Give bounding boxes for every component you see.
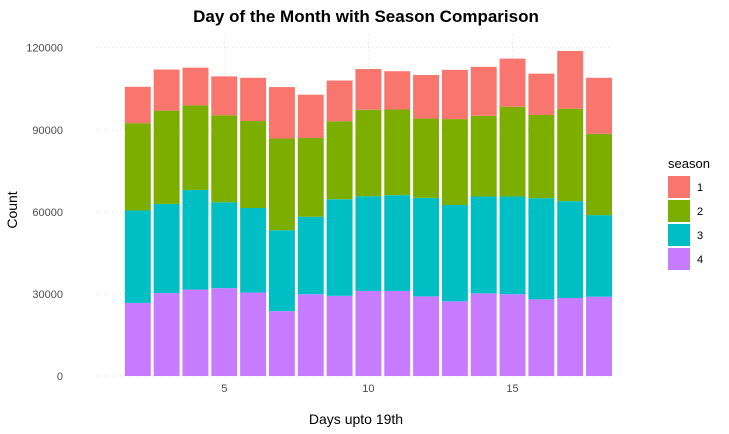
y-axis-title: Count [4,191,20,228]
bar-season-3-day-5 [211,202,238,289]
bar-season-2-day-13 [441,119,468,205]
bar-season-3-day-3 [153,203,180,294]
y-axis: 0 30000 60000 90000 120000 [26,43,63,383]
y-tick-label: 90000 [32,125,63,137]
bar-season-2-day-17 [557,108,584,202]
bar-season-4-day-3 [153,293,180,376]
bar-season-3-day-10 [355,196,382,291]
bar-season-4-day-18 [586,296,612,376]
bar-season-1-day-6 [240,77,267,122]
bar-season-4-day-6 [240,292,267,376]
bar-season-2-day-11 [384,109,411,196]
bar-season-2-day-9 [326,121,353,200]
bar-season-3-day-14 [470,196,497,294]
bar-season-3-day-18 [586,215,612,297]
bar-season-1-day-4 [182,67,209,106]
bar-season-1-day-17 [557,50,584,109]
bar-season-2-day-16 [528,114,555,199]
bar-season-1-day-11 [384,71,411,110]
bar-season-2-day-4 [182,105,209,190]
legend-label-season-2: 2 [697,206,703,218]
bar-season-3-day-4 [182,189,209,290]
bar-season-1-day-16 [528,73,555,115]
bar-season-3-day-13 [441,205,468,302]
bar-season-2-day-12 [413,118,440,198]
y-tick-label: 0 [57,371,63,383]
x-tick-label: 10 [362,383,374,395]
bar-season-4-day-2 [124,302,151,376]
legend-swatch-season-2 [668,200,690,222]
bar-season-2-day-14 [470,115,497,197]
bar-season-2-day-10 [355,109,382,197]
bar-season-4-day-4 [182,289,209,376]
legend-items: 1 2 3 4 [668,176,703,270]
bar-season-1-day-5 [211,76,238,116]
bar-season-4-day-12 [413,296,440,376]
legend-title: season [668,156,710,171]
bar-season-1-day-14 [470,66,497,116]
x-axis: 5 10 15 [221,383,518,395]
bar-season-2-day-8 [297,137,324,217]
bar-season-1-day-18 [586,77,612,134]
bar-season-2-day-3 [153,110,180,204]
bar-season-3-day-12 [413,197,440,297]
x-axis-title: Days upto 19th [309,411,403,427]
bar-season-2-day-2 [124,123,151,211]
bar-season-3-day-11 [384,195,411,291]
bars-layer [124,50,612,376]
bar-season-3-day-15 [499,196,526,295]
legend-swatch-season-1 [668,176,690,198]
y-tick-label: 60000 [32,207,63,219]
bar-season-4-day-15 [499,294,526,376]
bar-season-1-day-8 [297,94,324,138]
bar-season-4-day-11 [384,290,411,376]
bar-season-1-day-12 [413,75,440,119]
bar-season-2-day-7 [268,138,295,231]
legend-label-season-1: 1 [697,182,703,194]
bar-season-4-day-7 [268,311,295,376]
bar-season-2-day-6 [240,121,267,209]
y-tick-label: 120000 [26,43,63,55]
legend-label-season-3: 3 [697,230,703,242]
bar-season-1-day-7 [268,87,295,139]
chart-title: Day of the Month with Season Comparison [193,7,539,26]
bar-season-1-day-10 [355,69,382,110]
x-tick-label: 15 [506,383,518,395]
bar-season-1-day-15 [499,58,526,107]
bar-season-4-day-16 [528,299,555,376]
legend: season 1 2 3 4 [668,156,710,270]
bar-season-4-day-9 [326,295,353,376]
x-tick-label: 5 [221,383,227,395]
bar-season-4-day-5 [211,288,238,376]
bar-season-1-day-2 [124,86,151,124]
bar-season-3-day-17 [557,201,584,299]
bar-season-3-day-8 [297,216,324,295]
y-tick-label: 30000 [32,289,63,301]
bar-season-3-day-6 [240,208,267,293]
bar-season-2-day-5 [211,115,238,203]
bar-season-2-day-18 [586,133,612,216]
bar-season-3-day-16 [528,198,555,300]
bar-season-1-day-13 [441,69,468,120]
bar-season-3-day-7 [268,230,295,312]
bar-season-3-day-9 [326,199,353,296]
bar-season-4-day-8 [297,294,324,376]
bar-season-1-day-9 [326,80,353,122]
legend-label-season-4: 4 [697,254,703,266]
bar-season-4-day-10 [355,290,382,376]
legend-swatch-season-3 [668,224,690,246]
legend-swatch-season-4 [668,248,690,270]
bar-season-4-day-17 [557,298,584,376]
bar-season-4-day-14 [470,293,497,376]
bar-season-2-day-15 [499,106,526,197]
bar-season-1-day-3 [153,69,180,111]
bar-season-4-day-13 [441,301,468,376]
bar-season-3-day-2 [124,210,151,303]
